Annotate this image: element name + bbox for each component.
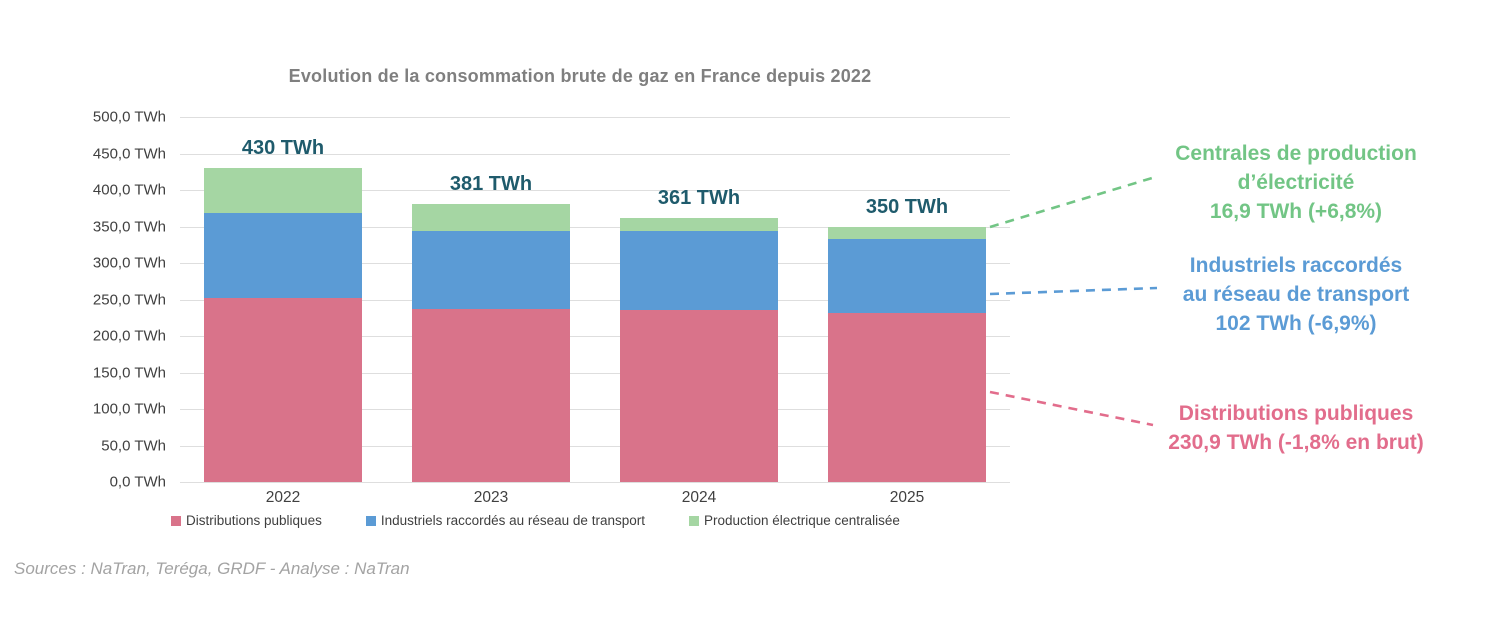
annotation-line: Industriels raccordés xyxy=(1189,254,1403,277)
y-axis-tick-label: 300,0 TWh xyxy=(92,254,166,272)
gridline xyxy=(180,482,1010,483)
bar-segment xyxy=(828,313,986,482)
gridline xyxy=(180,263,1010,264)
annotation-industriels: Industriels raccordés au réseau de transp… xyxy=(1143,251,1449,338)
y-axis-tick-label: 0,0 TWh xyxy=(109,473,166,491)
bar-segment xyxy=(620,218,778,231)
annotation-distributions: Distributions publiques 230,9 TWh (-1,8% … xyxy=(1143,399,1449,457)
x-axis-label: 2024 xyxy=(681,489,717,506)
y-axis-tick-label: 50,0 TWh xyxy=(101,437,166,454)
annotation-line: Distributions publiques xyxy=(1178,402,1414,425)
annotation-line: au réseau de transport xyxy=(1182,283,1410,306)
bar-segment xyxy=(204,298,362,482)
legend-item: Production électrique centralisée xyxy=(688,513,900,528)
y-axis-tick-label: 450,0 TWh xyxy=(92,145,166,162)
bar-total-label: 361 TWh xyxy=(657,187,741,210)
gridline xyxy=(180,226,1010,228)
gridline xyxy=(180,372,1010,374)
bar-segment xyxy=(204,168,362,213)
y-axis-tick-label: 350,0 TWh xyxy=(92,218,166,235)
legend-swatch-icon xyxy=(171,515,181,526)
legend-label: Production électrique centralisée xyxy=(703,513,900,528)
y-axis-tick-label: 100,0 TWh xyxy=(92,400,166,418)
annotation-line: 16,9 TWh (+6,8%) xyxy=(1209,200,1383,223)
annotation-line: 230,9 TWh (-1,8% en brut) xyxy=(1168,431,1424,454)
bar-segment xyxy=(620,309,778,482)
gridline xyxy=(180,299,1010,301)
bar-segment xyxy=(204,212,362,299)
gridline xyxy=(180,336,1010,337)
legend-label: Distributions publiques xyxy=(186,513,322,528)
gridline xyxy=(180,117,1010,118)
bar-total-label: 381 TWh xyxy=(449,172,533,195)
y-axis-tick-label: 250,0 TWh xyxy=(92,291,166,308)
x-axis-label: 2022 xyxy=(265,489,301,506)
x-axis-label: 2025 xyxy=(889,489,925,506)
annotation-line: d’électricité xyxy=(1237,171,1355,194)
gridline xyxy=(180,190,1010,191)
x-axis-label: 2023 xyxy=(473,489,509,506)
bar-segment xyxy=(412,203,570,231)
chart-title: Evolution de la consommation brute de ga… xyxy=(288,66,872,86)
legend-label: Industriels raccordés au réseau de trans… xyxy=(380,513,645,528)
bar-segment xyxy=(412,230,570,309)
annotation-centrales: Centrales de production d’électricité 16,9… xyxy=(1143,139,1449,226)
gridline xyxy=(180,409,1010,410)
y-axis-tick-label: 400,0 TWh xyxy=(92,181,166,199)
annotation-line: 102 TWh (-6,9%) xyxy=(1215,312,1377,335)
legend-swatch-icon xyxy=(688,515,699,526)
y-axis-tick-label: 150,0 TWh xyxy=(92,364,166,381)
annotation-line: Centrales de production xyxy=(1175,142,1417,165)
gridline xyxy=(180,153,1010,155)
bar-segment xyxy=(828,238,986,314)
legend-item: Distributions publiques xyxy=(171,513,322,528)
chart-legend: Distributions publiques Industriels racco… xyxy=(171,513,900,528)
bar-segment xyxy=(620,230,778,310)
legend-swatch-icon xyxy=(365,515,376,526)
legend-item: Industriels raccordés au réseau de trans… xyxy=(365,513,645,528)
bar-total-label: 350 TWh xyxy=(865,195,949,218)
source-note: Sources : NaTran, Teréga, GRDF - Analyse… xyxy=(14,559,410,578)
bar-segment xyxy=(412,308,570,482)
y-axis-tick-label: 500,0 TWh xyxy=(92,108,166,126)
gridline xyxy=(180,445,1010,447)
y-axis-tick-label: 200,0 TWh xyxy=(92,327,166,345)
bar-total-label: 430 TWh xyxy=(241,137,325,160)
bar-segment xyxy=(828,226,986,239)
